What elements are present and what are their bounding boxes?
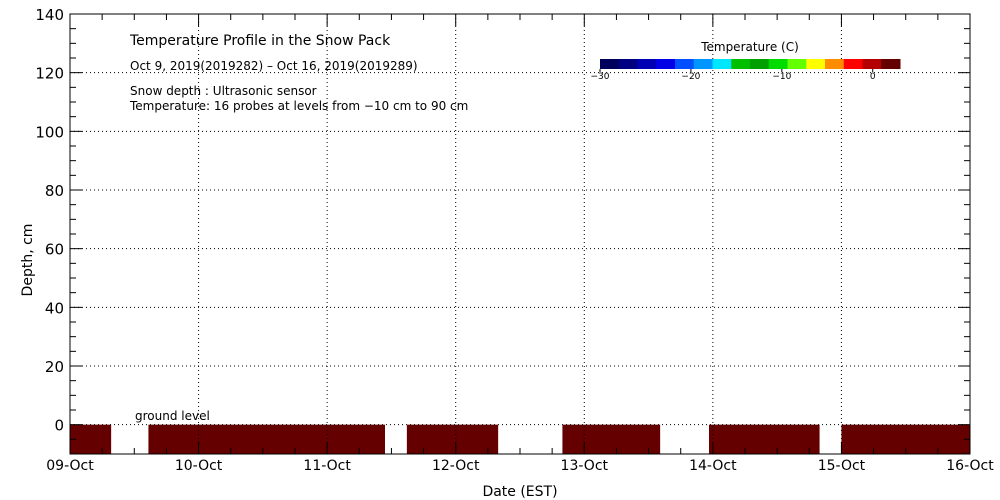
colorbar-tick-label: 0 (870, 72, 876, 82)
chart-title: Temperature Profile in the Snow Pack (129, 33, 391, 49)
colorbar-swatch (675, 59, 695, 69)
y-tick-label: 80 (45, 182, 64, 200)
heatmap-segment-0 (70, 424, 112, 454)
y-tick-label: 20 (45, 358, 64, 376)
x-tick-label: 15-Oct (818, 458, 866, 474)
y-tick-label: 120 (35, 65, 64, 83)
heatmap-segment-1 (148, 424, 385, 454)
y-tick-labels: 0 20 40 60 80 100 120 140 (35, 6, 64, 435)
x-axis-label: Date (EST) (482, 484, 557, 500)
grid-lines (70, 14, 970, 454)
x-tick-labels: 09-Oct 10-Oct 11-Oct 12-Oct 13-Oct 14-Oct 15-O… (46, 458, 994, 474)
colorbar-swatch (637, 59, 657, 69)
y-tick-label: 0 (54, 417, 64, 435)
colorbar-swatch (656, 59, 676, 69)
axis-ticks (69, 13, 971, 455)
colorbar-swatch (731, 59, 751, 69)
heatmap-layer (70, 424, 970, 454)
x-tick-label: 10-Oct (175, 458, 223, 474)
y-tick-label: 60 (45, 241, 64, 259)
plot-frame (69, 13, 971, 455)
colorbar-tick-label: −20 (681, 72, 700, 82)
colorbar: −30 −20 −10 0 (591, 59, 901, 82)
ground-level-label: ground level (135, 409, 210, 423)
colorbar-title: Temperature (C) (700, 40, 799, 54)
x-tick-label: 09-Oct (46, 458, 94, 474)
y-axis-label: Depth, cm (20, 224, 36, 297)
heatmap-segment-3 (562, 424, 661, 454)
x-tick-label: 16-Oct (946, 458, 994, 474)
colorbar-swatch (600, 59, 620, 69)
colorbar-swatch (750, 59, 770, 69)
x-tick-label: 11-Oct (303, 458, 351, 474)
colorbar-swatch (843, 59, 863, 69)
colorbar-swatch (862, 59, 882, 69)
chart-subtitle: Oct 9, 2019(2019282) – Oct 16, 2019(2019… (130, 59, 418, 73)
colorbar-swatch (693, 59, 713, 69)
colorbar-swatch (768, 59, 788, 69)
colorbar-swatch (618, 59, 638, 69)
note-snow-depth: Snow depth : Ultrasonic sensor (130, 84, 317, 98)
x-tick-label: 14-Oct (689, 458, 737, 474)
y-tick-label: 100 (35, 123, 64, 141)
colorbar-swatch (712, 59, 732, 69)
colorbar-swatch (881, 59, 901, 69)
colorbar-swatch (806, 59, 826, 69)
x-tick-label: 13-Oct (561, 458, 609, 474)
x-tick-label: 12-Oct (432, 458, 480, 474)
colorbar-swatch (787, 59, 807, 69)
note-temperature: Temperature: 16 probes at levels from −1… (129, 99, 468, 113)
colorbar-tick-label: −10 (772, 72, 791, 82)
y-tick-label: 140 (35, 6, 64, 24)
y-tick-label: 40 (45, 299, 64, 317)
heatmap-segment-4 (709, 424, 820, 454)
heatmap-segment-2 (406, 424, 499, 454)
colorbar-tick-label: −30 (591, 72, 610, 82)
colorbar-swatch (825, 59, 845, 69)
